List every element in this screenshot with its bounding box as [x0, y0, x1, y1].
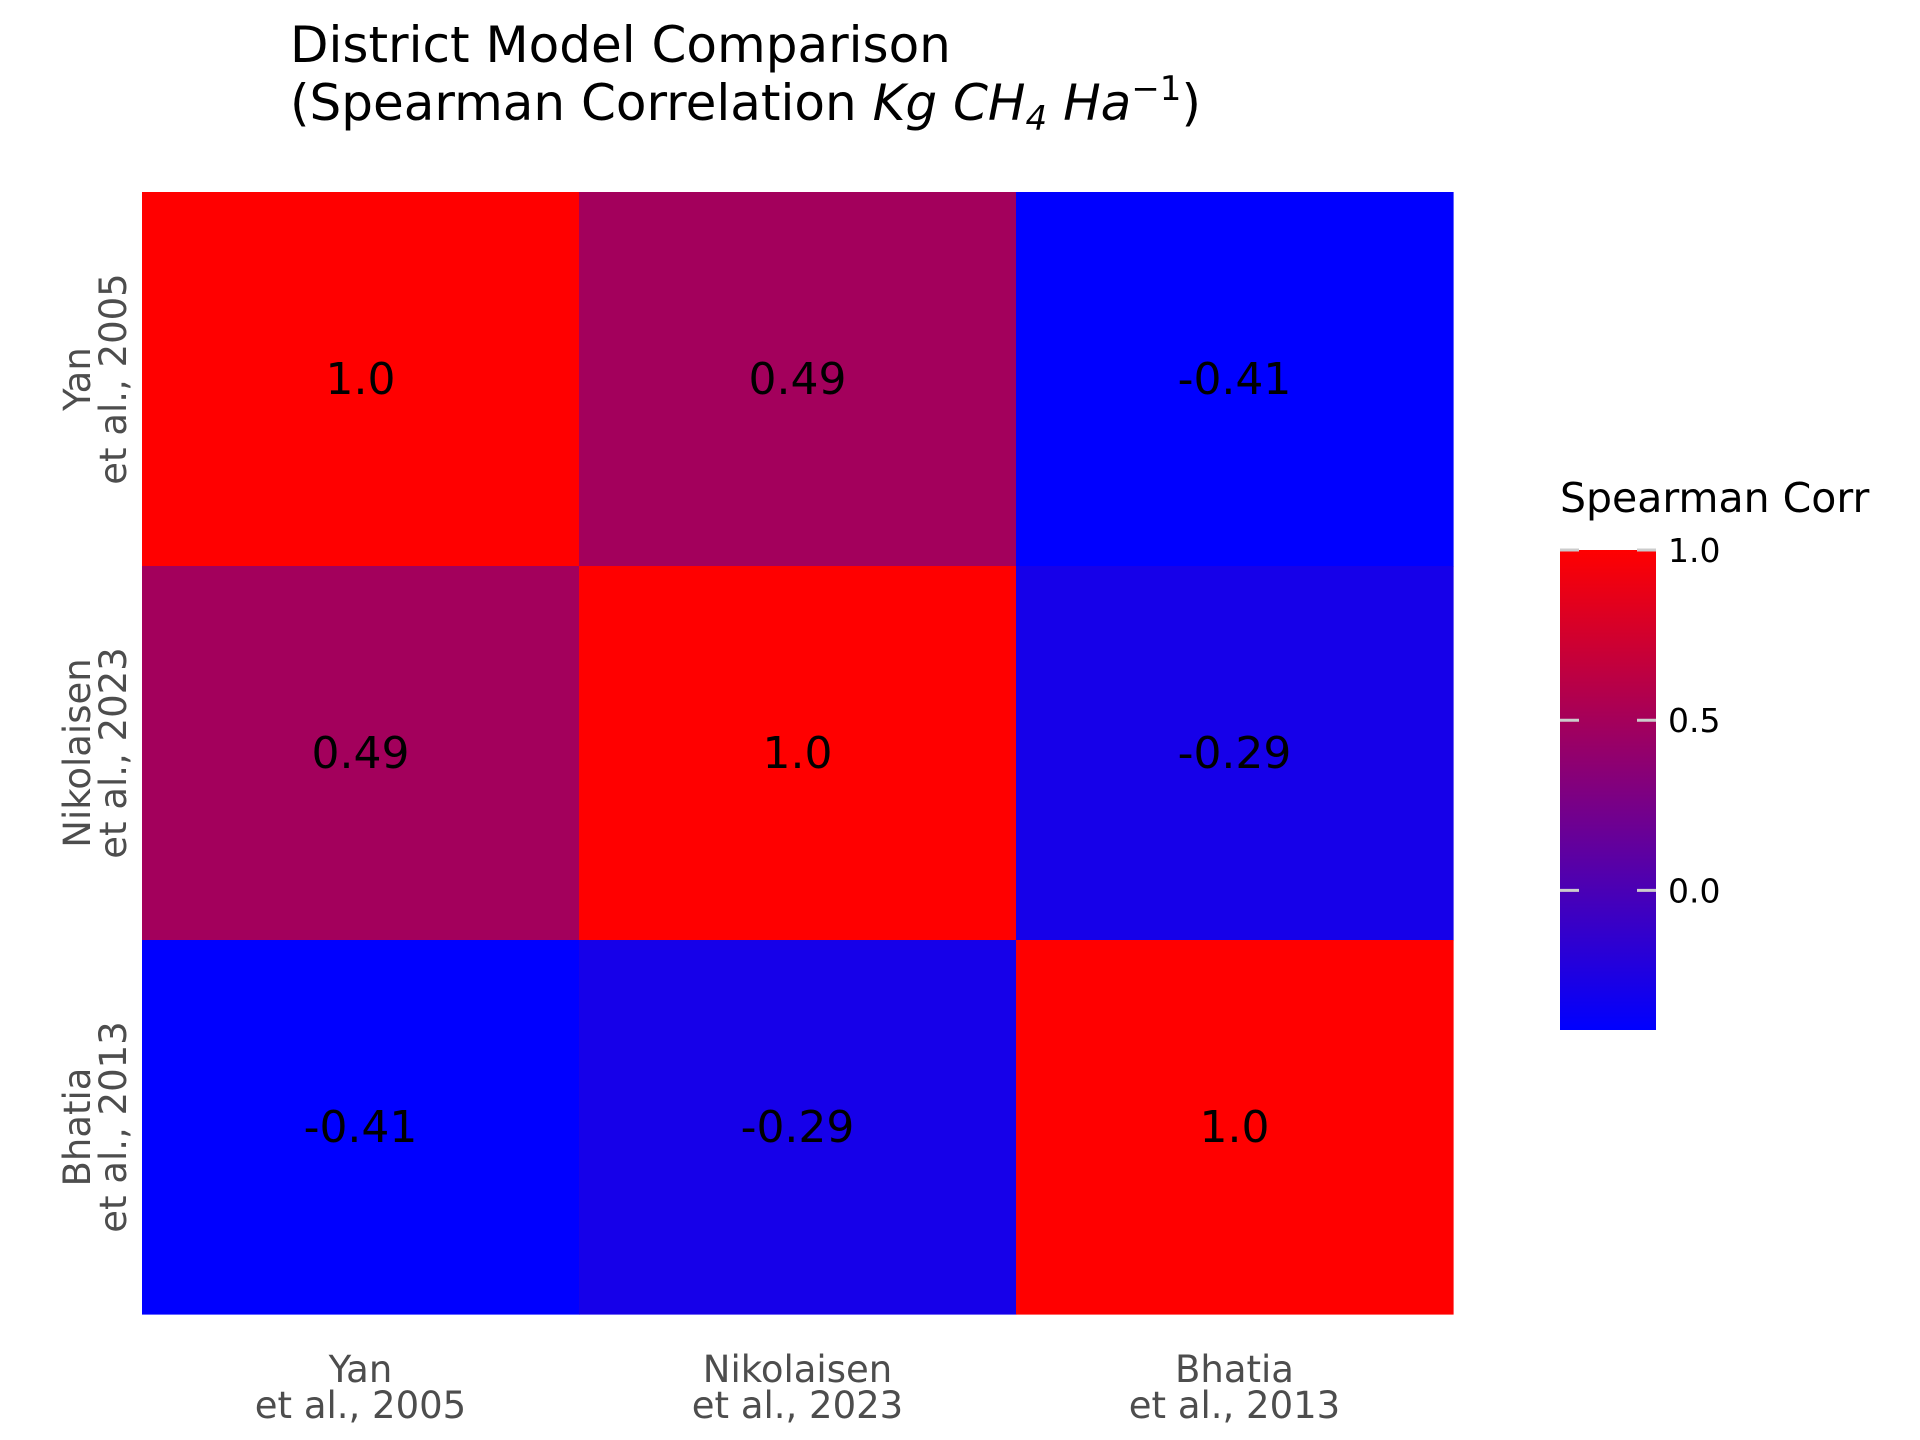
subtitle-unit-ha: Ha [1047, 74, 1131, 132]
legend-colorbar [1560, 550, 1656, 1030]
subtitle-unit-superscript: −1 [1131, 69, 1181, 109]
x-tick-label-0-line-0: Yan [328, 1348, 393, 1391]
chart-subtitle: (Spearman Correlation Kg CH4 Ha−1) [290, 69, 1201, 139]
x-tick-label-1-line-0: Nikolaisen [703, 1348, 892, 1391]
heatmap-cell-r0-c1 [579, 192, 1017, 567]
heatmap-cell-r2-c2 [1016, 940, 1454, 1315]
heatmap-cell-r1-c0 [142, 566, 580, 941]
heatmap-cell-r1-c2 [1016, 566, 1454, 941]
legend-tick-label-1: 0.5 [1668, 701, 1720, 740]
cell-value-label-r1-c1: 1.0 [763, 728, 833, 779]
x-tick-label-1-line-1: et al., 2023 [692, 1384, 903, 1427]
x-tick-label-2-line-0: Bhatia [1175, 1348, 1294, 1391]
cell-value-label-r2-c0: -0.41 [304, 1102, 418, 1153]
y-tick-label-0-line-1: et al., 2005 [92, 273, 135, 484]
heatmap-cells [142, 192, 1454, 1315]
subtitle-unit-subscript: 4 [1026, 99, 1048, 139]
heatmap-cell-labels: 1.0 0.49 -0.41 0.49 1.0 -0.29 -0.41 -0.29 1.0 [304, 354, 1292, 1153]
y-tick-label-1-line-0: Nikolaisen [56, 658, 99, 847]
legend-ticks: 1.0 0.5 0.0 [1560, 531, 1720, 910]
legend-tick-label-0: 1.0 [1668, 531, 1720, 570]
cell-value-label-r0-c2: -0.41 [1178, 354, 1292, 405]
legend-tick-label-2: 0.0 [1668, 871, 1720, 910]
heatmap-cell-r2-c1 [579, 940, 1017, 1315]
legend-title: Spearman Corr [1560, 474, 1869, 522]
x-tick-label-2-line-1: et al., 2013 [1129, 1384, 1340, 1427]
y-tick-label-2-line-0: Bhatia [56, 1068, 99, 1187]
cell-value-label-r2-c2: 1.0 [1200, 1102, 1270, 1153]
heatmap-cell-r0-c0 [142, 192, 580, 567]
chart-title: District Model Comparison [290, 16, 951, 74]
y-tick-label-1-line-1: et al., 2023 [92, 647, 135, 858]
cell-value-label-r2-c1: -0.29 [741, 1102, 855, 1153]
cell-value-label-r1-c0: 0.49 [312, 728, 410, 779]
subtitle-text: (Spearman Correlation [290, 74, 873, 132]
heatmap-cell-r2-c0 [142, 940, 580, 1315]
x-tick-label-0-line-1: et al., 2005 [255, 1384, 466, 1427]
cell-value-label-r0-c1: 0.49 [749, 354, 847, 405]
heatmap-cell-r1-c1 [579, 566, 1017, 941]
color-legend: Spearman Corr 1.0 0.5 0.0 [1560, 474, 1869, 1030]
subtitle-unit-kg-ch: Kg CH [873, 74, 1026, 132]
cell-value-label-r0-c0: 1.0 [326, 354, 396, 405]
y-tick-label-2-line-1: et al., 2013 [92, 1021, 135, 1232]
y-tick-label-0-line-0: Yan [56, 347, 99, 412]
heatmap-cell-r0-c2 [1016, 192, 1454, 567]
cell-value-label-r1-c2: -0.29 [1178, 728, 1292, 779]
subtitle-close: ) [1181, 74, 1201, 132]
